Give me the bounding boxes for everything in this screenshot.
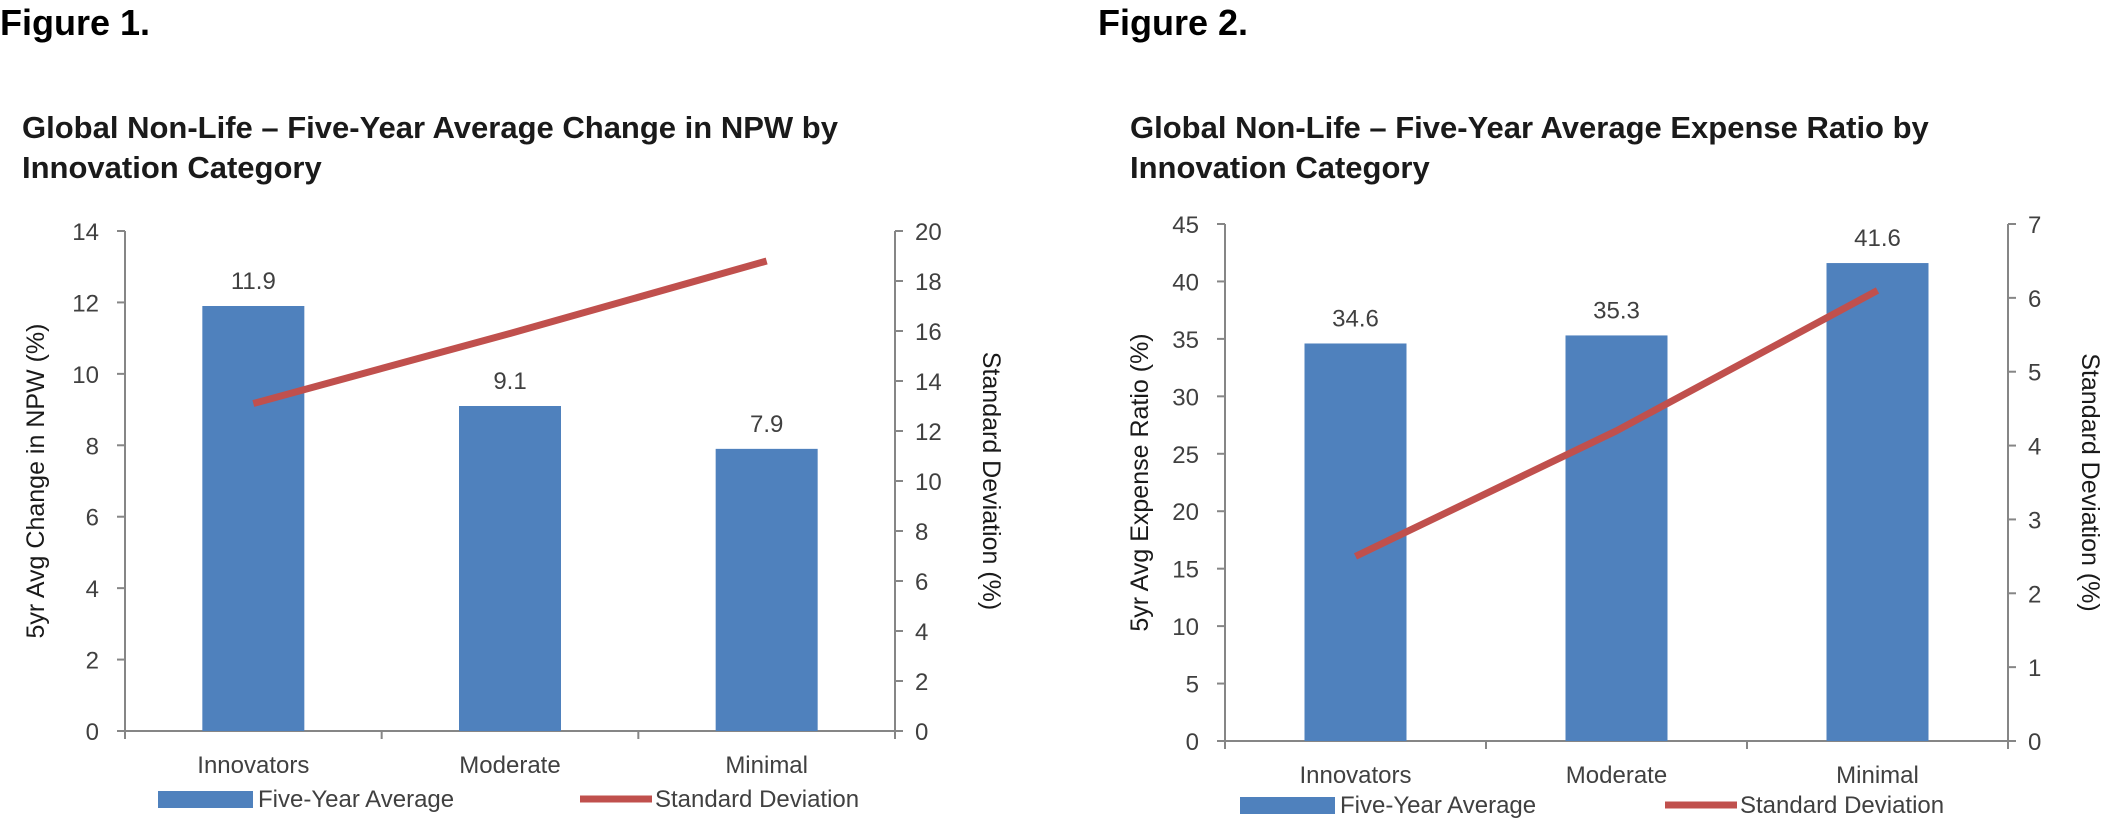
y2-tick-label: 0 bbox=[915, 719, 928, 746]
y-tick-label: 25 bbox=[1172, 442, 1199, 469]
y-tick-label: 5 bbox=[1186, 672, 1199, 699]
y-tick-label: 12 bbox=[72, 290, 99, 317]
y-axis-title: 5yr Avg Expense Ratio (%) bbox=[1126, 333, 1154, 631]
chart-2-title-line-2: Innovation Category bbox=[1130, 150, 1430, 185]
chart-2-title: Global Non-Life – Five-Year Average Expe… bbox=[1130, 108, 1929, 188]
y-tick-label: 35 bbox=[1172, 327, 1199, 354]
y2-tick-label: 10 bbox=[915, 469, 942, 496]
chart-1-title: Global Non-Life – Five-Year Average Chan… bbox=[22, 108, 838, 188]
bar-data-label: 11.9 bbox=[231, 268, 276, 295]
bar-innovators bbox=[202, 306, 305, 731]
y2-tick-label: 14 bbox=[915, 369, 942, 396]
y2-tick-label: 12 bbox=[915, 419, 942, 446]
bar-moderate bbox=[459, 406, 561, 731]
legend-bar-swatch bbox=[158, 791, 253, 808]
chart-1: 0 2 4 6 8 10 12 14 0 2 4 6 8 10 12 14 16 18 20 11.9 Innovato… bbox=[22, 219, 1005, 813]
y2-tick-label: 0 bbox=[2028, 729, 2041, 756]
bar-moderate bbox=[1565, 335, 1668, 741]
bar-data-label: 9.1 bbox=[493, 368, 526, 395]
bar-data-label: 41.6 bbox=[1854, 225, 1901, 252]
y-tick-label: 10 bbox=[1172, 614, 1199, 641]
x-tick-label: Moderate bbox=[1566, 762, 1667, 789]
x-tick-label: Minimal bbox=[1836, 762, 1919, 789]
y-tick-label: 4 bbox=[86, 576, 99, 603]
y2-tick-label: 4 bbox=[2028, 434, 2041, 461]
chart-2-title-line-1: Global Non-Life – Five-Year Average Expe… bbox=[1130, 110, 1929, 145]
figure-2-label: Figure 2. bbox=[1098, 2, 1249, 43]
y-tick-label: 0 bbox=[86, 719, 99, 746]
y2-tick-label: 7 bbox=[2028, 212, 2041, 239]
y-tick-label: 0 bbox=[1186, 729, 1199, 756]
y-tick-label: 10 bbox=[72, 362, 99, 389]
standard-deviation-line bbox=[252, 257, 768, 407]
y2-tick-label: 8 bbox=[915, 519, 928, 546]
bar-data-label: 7.9 bbox=[750, 411, 783, 438]
y-tick-label: 2 bbox=[86, 648, 99, 675]
x-tick-label: Moderate bbox=[459, 752, 560, 779]
legend-bar-label: Five-Year Average bbox=[1340, 792, 1536, 819]
y-tick-label: 40 bbox=[1172, 269, 1199, 296]
y-tick-label: 20 bbox=[1172, 499, 1199, 526]
legend-line-label: Standard Deviation bbox=[1740, 792, 1944, 819]
figure-1-label: Figure 1. bbox=[0, 2, 151, 43]
y2-tick-label: 6 bbox=[2028, 286, 2041, 313]
legend-line-label: Standard Deviation bbox=[655, 786, 859, 813]
y-tick-label: 14 bbox=[72, 219, 99, 246]
y2-tick-label: 2 bbox=[915, 669, 928, 696]
y-tick-label: 8 bbox=[86, 433, 99, 460]
y2-tick-label: 4 bbox=[915, 619, 928, 646]
standard-deviation-line bbox=[1353, 287, 1880, 560]
bar-data-label: 34.6 bbox=[1332, 305, 1379, 332]
y2-tick-label: 5 bbox=[2028, 360, 2041, 387]
x-tick-label: Minimal bbox=[725, 752, 808, 779]
y-tick-label: 6 bbox=[86, 505, 99, 532]
x-tick-label: Innovators bbox=[197, 752, 309, 779]
y2-axis-title: Standard Deviation (%) bbox=[977, 352, 1005, 610]
y2-tick-label: 20 bbox=[915, 219, 942, 246]
chart-1-title-line-1: Global Non-Life – Five-Year Average Chan… bbox=[22, 110, 838, 145]
y2-tick-label: 3 bbox=[2028, 507, 2041, 534]
y-tick-label: 45 bbox=[1172, 212, 1199, 239]
y2-tick-label: 1 bbox=[2028, 655, 2041, 682]
y-tick-label: 30 bbox=[1172, 384, 1199, 411]
y-axis-title: 5yr Avg Change in NPW (%) bbox=[22, 324, 50, 639]
x-tick-label: Innovators bbox=[1299, 762, 1411, 789]
y2-tick-label: 2 bbox=[2028, 581, 2041, 608]
legend-bar-label: Five-Year Average bbox=[258, 786, 454, 813]
legend-bar-swatch bbox=[1240, 797, 1335, 814]
chart-1-title-line-2: Innovation Category bbox=[22, 150, 322, 185]
y2-axis-title: Standard Deviation (%) bbox=[2076, 353, 2104, 611]
y-tick-label: 15 bbox=[1172, 557, 1199, 584]
y2-tick-label: 6 bbox=[915, 569, 928, 596]
y2-tick-label: 16 bbox=[915, 319, 942, 346]
bar-data-label: 35.3 bbox=[1593, 297, 1640, 324]
y2-tick-label: 18 bbox=[915, 269, 942, 296]
bar-minimal bbox=[715, 448, 818, 731]
bar-minimal bbox=[1826, 263, 1929, 741]
